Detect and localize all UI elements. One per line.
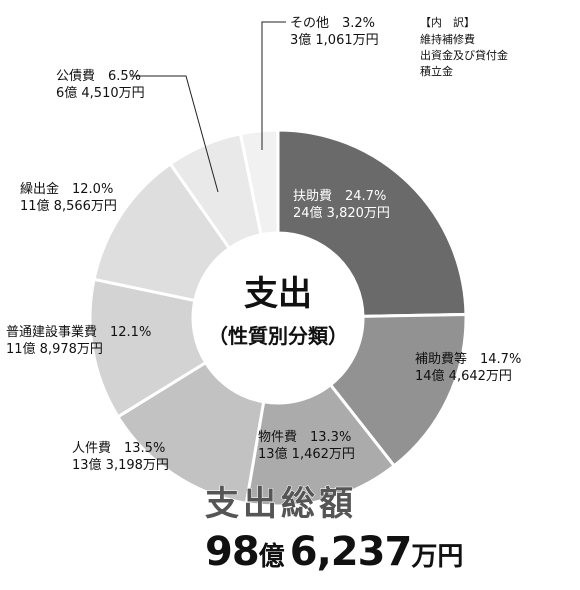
slice-label-name: 扶助費 24.7% [293, 189, 386, 204]
slice-8 [238, 128, 280, 237]
slice-label-name: 物件費 13.3% [258, 430, 351, 445]
total-label: 支出総額 [205, 484, 357, 525]
slice-label-amount: 11億 8,566万円 [20, 198, 117, 214]
slice-label-name: 普通建設事業費 12.1% [6, 324, 151, 340]
total-number-man: 6,237 [289, 529, 413, 575]
note-heading: 【内 訳】 [420, 15, 475, 29]
slice-label-name: その他 3.2% [290, 16, 375, 31]
leader-lines [130, 21, 286, 193]
center-subtitle: （性質別分類） [208, 324, 348, 348]
note-block: 【内 訳】 維持補修費 出資金及び貸付金 積立金 [420, 15, 508, 78]
note-line: 維持補修費 [420, 32, 475, 46]
slice-label-name: 補助費等 14.7% [415, 351, 521, 367]
leader-line [130, 75, 219, 193]
total-unit-oku: 億 [258, 542, 285, 572]
slice-label-amount: 13億 1,462万円 [258, 446, 355, 462]
slice-label-amount: 6億 4,510万円 [56, 85, 145, 101]
note-line: 出資金及び貸付金 [420, 48, 508, 62]
slice-label-amount: 24億 3,820万円 [293, 205, 390, 221]
slice-label-amount: 3億 1,061万円 [290, 32, 379, 48]
slice-1 [276, 128, 468, 318]
center-title: 支出 [244, 274, 312, 314]
slice-label-name: 人件費 13.5% [72, 441, 165, 456]
total-unit-man: 万円 [411, 542, 464, 572]
slice-2 [328, 312, 468, 468]
total-amount: 98億 6,237万円 [205, 529, 505, 575]
note-line: 積立金 [420, 64, 453, 78]
slice-label-name: 公債費 6.5% [56, 69, 141, 84]
slice-label-amount: 13億 3,198万円 [72, 457, 169, 473]
slice-label-amount: 11億 8,978万円 [6, 341, 103, 357]
slice-label-amount: 14億 4,642万円 [415, 368, 512, 384]
total-number-oku: 98 [205, 529, 260, 575]
leader-line [261, 21, 286, 150]
slice-label-name: 繰出金 12.0% [20, 181, 113, 197]
donut-slices [88, 128, 468, 508]
total-expenditure: 支出総額 98億 6,237万円 [205, 476, 505, 576]
